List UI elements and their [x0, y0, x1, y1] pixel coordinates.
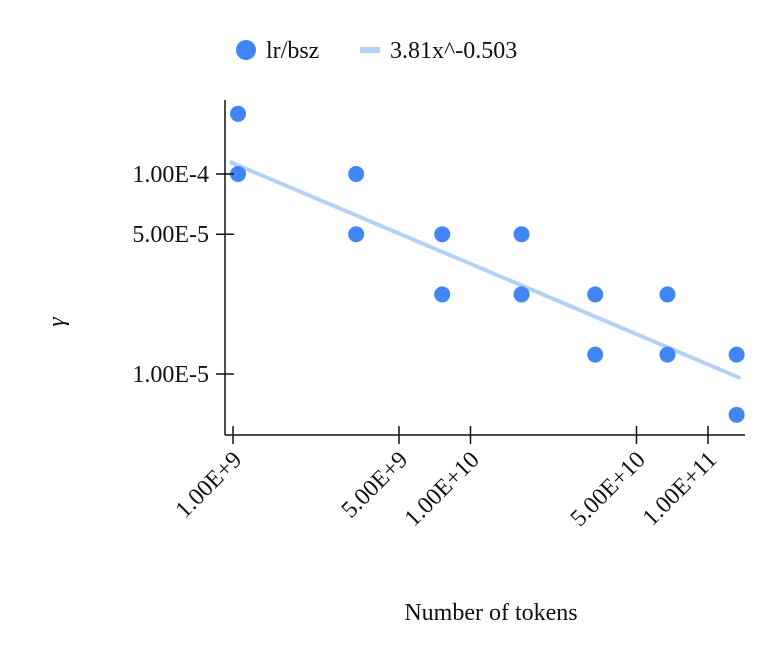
axes: 1.00E-45.00E-51.00E-51.00E+9 5.00E+91.00E…	[132, 100, 745, 532]
data-point	[587, 346, 604, 363]
data-point	[728, 406, 745, 423]
legend-label: lr/bsz	[266, 38, 319, 64]
data-point	[434, 286, 451, 303]
data-point	[587, 286, 604, 303]
legend: lr/bsz 3.81x^-0.503	[236, 38, 517, 64]
y-axis-label: γ	[44, 317, 70, 327]
x-tick-label: 1.00E+9	[171, 447, 248, 524]
data-point	[348, 226, 365, 243]
data-point	[348, 166, 365, 182]
fit-line	[229, 160, 742, 381]
data-point	[513, 226, 530, 243]
data-point	[659, 346, 676, 363]
x-tick-label: 1.00E+10	[400, 447, 485, 532]
data-point	[659, 286, 676, 303]
data-point	[230, 166, 247, 182]
y-tick-label: 1.00E-5	[132, 362, 209, 388]
data-points-layer	[230, 105, 745, 423]
data-point	[728, 346, 745, 363]
y-tick-label: 5.00E-5	[132, 222, 209, 248]
legend-marker-scatter	[236, 40, 256, 60]
x-tick-label: 5.00E+10	[566, 447, 651, 532]
x-tick-label: 1.00E+11	[638, 447, 722, 531]
legend-marker-line	[360, 47, 380, 53]
x-axis-label: Number of tokens	[404, 600, 577, 626]
legend-label: 3.81x^-0.503	[390, 38, 517, 64]
fit-line-layer	[229, 160, 742, 381]
data-point	[230, 105, 247, 122]
y-tick-label: 1.00E-4	[132, 162, 209, 188]
data-point	[513, 286, 530, 303]
data-point	[434, 226, 451, 243]
